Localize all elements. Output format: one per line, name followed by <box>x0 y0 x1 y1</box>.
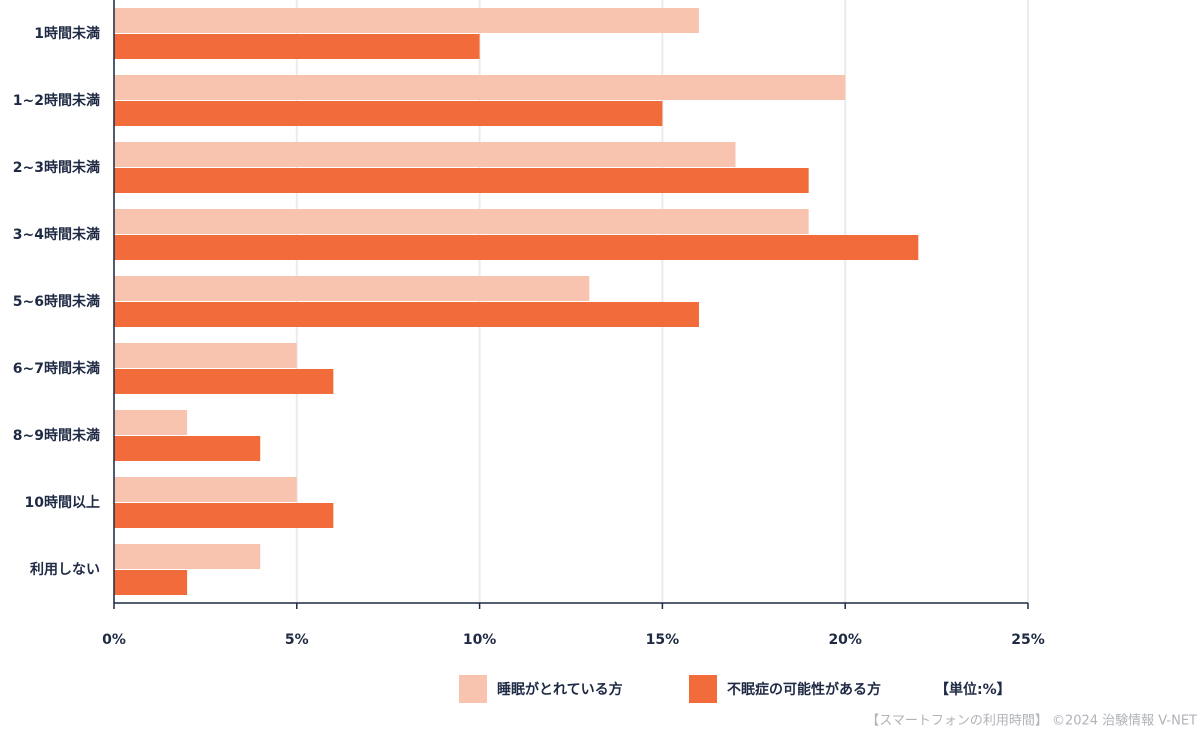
legend-label: 睡眠がとれている方 <box>497 681 623 698</box>
x-tick-label: 25% <box>1011 632 1045 648</box>
bar <box>114 436 261 461</box>
legend-swatch <box>459 675 487 703</box>
y-tick-label: 8~9時間未満 <box>13 427 100 444</box>
y-tick-label: 利用しない <box>30 561 100 578</box>
y-tick-label: 1時間未満 <box>34 25 100 42</box>
x-tick-label: 0% <box>102 632 126 648</box>
bar <box>114 503 334 528</box>
bar <box>114 101 663 126</box>
legend-swatch <box>689 675 717 703</box>
bar <box>114 276 590 301</box>
bar <box>114 544 261 569</box>
legend-label: 不眠症の可能性がある方 <box>727 681 881 698</box>
bar <box>114 142 736 167</box>
y-tick-label: 6~7時間未満 <box>13 360 100 377</box>
bar <box>114 75 846 100</box>
bar <box>114 410 188 435</box>
bar <box>114 302 699 327</box>
bar <box>114 343 297 368</box>
y-tick-label: 1~2時間未満 <box>13 92 100 109</box>
x-tick-label: 10% <box>463 632 497 648</box>
bar <box>114 209 809 234</box>
y-tick-label: 5~6時間未満 <box>13 293 100 310</box>
x-tick-label: 15% <box>646 632 680 648</box>
y-tick-label: 2~3時間未満 <box>13 159 100 176</box>
bar <box>114 570 188 595</box>
x-tick-label: 20% <box>828 632 862 648</box>
bar <box>114 34 480 59</box>
bar <box>114 369 334 394</box>
x-tick-label: 5% <box>285 632 309 648</box>
bar <box>114 477 297 502</box>
y-tick-label: 10時間以上 <box>25 494 100 511</box>
bar <box>114 168 809 193</box>
bar <box>114 235 919 260</box>
unit-note: 【単位:%】 <box>935 681 1011 698</box>
y-tick-label: 3~4時間未満 <box>13 226 100 243</box>
source: 【スマートフォンの利用時間】 ©2024 治験情報 V-NET <box>866 714 1197 729</box>
bar <box>114 8 699 33</box>
